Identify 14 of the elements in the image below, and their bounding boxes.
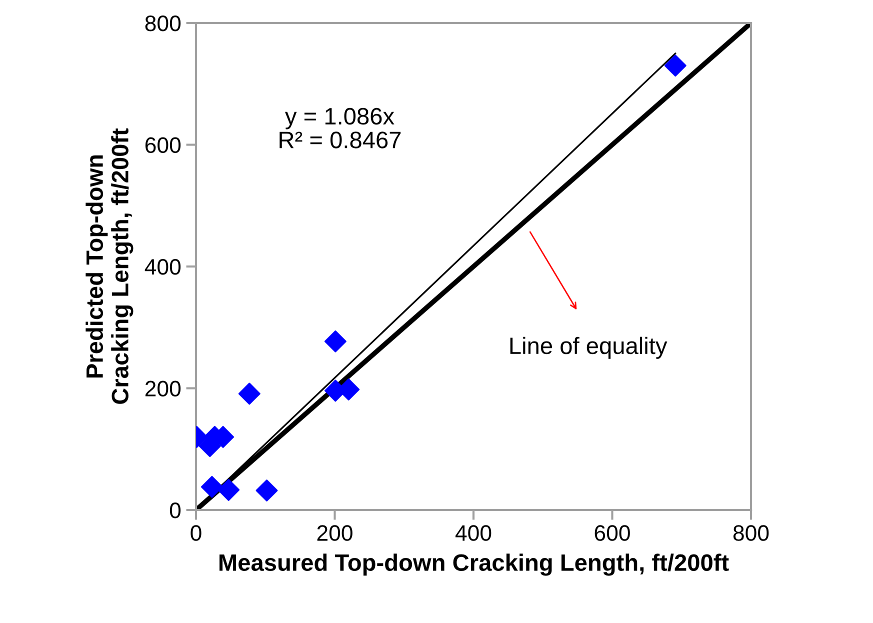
x-tick-label: 0 — [190, 525, 202, 541]
x-tick-label: 200 — [317, 525, 352, 541]
y-tick-label: 200 — [145, 380, 181, 397]
x-axis-title: Measured Top-down Cracking Length, ft/200ft — [220, 554, 729, 576]
annotation: Line of equality — [510, 336, 668, 359]
y-tick-label: 600 — [145, 137, 181, 154]
y-axis-title: Predicted Top-down Cracking Length, ft/200ft — [86, 128, 134, 404]
x-tick-label: 400 — [455, 525, 492, 541]
y-tick-label: 0 — [170, 502, 181, 518]
y-tick-label: 800 — [145, 16, 181, 32]
annotation: y = 1.086x R² = 0.8467 — [280, 108, 401, 148]
y-tick-label: 400 — [144, 259, 181, 275]
x-tick-label: 800 — [733, 525, 769, 541]
x-tick-label: 600 — [594, 525, 630, 541]
